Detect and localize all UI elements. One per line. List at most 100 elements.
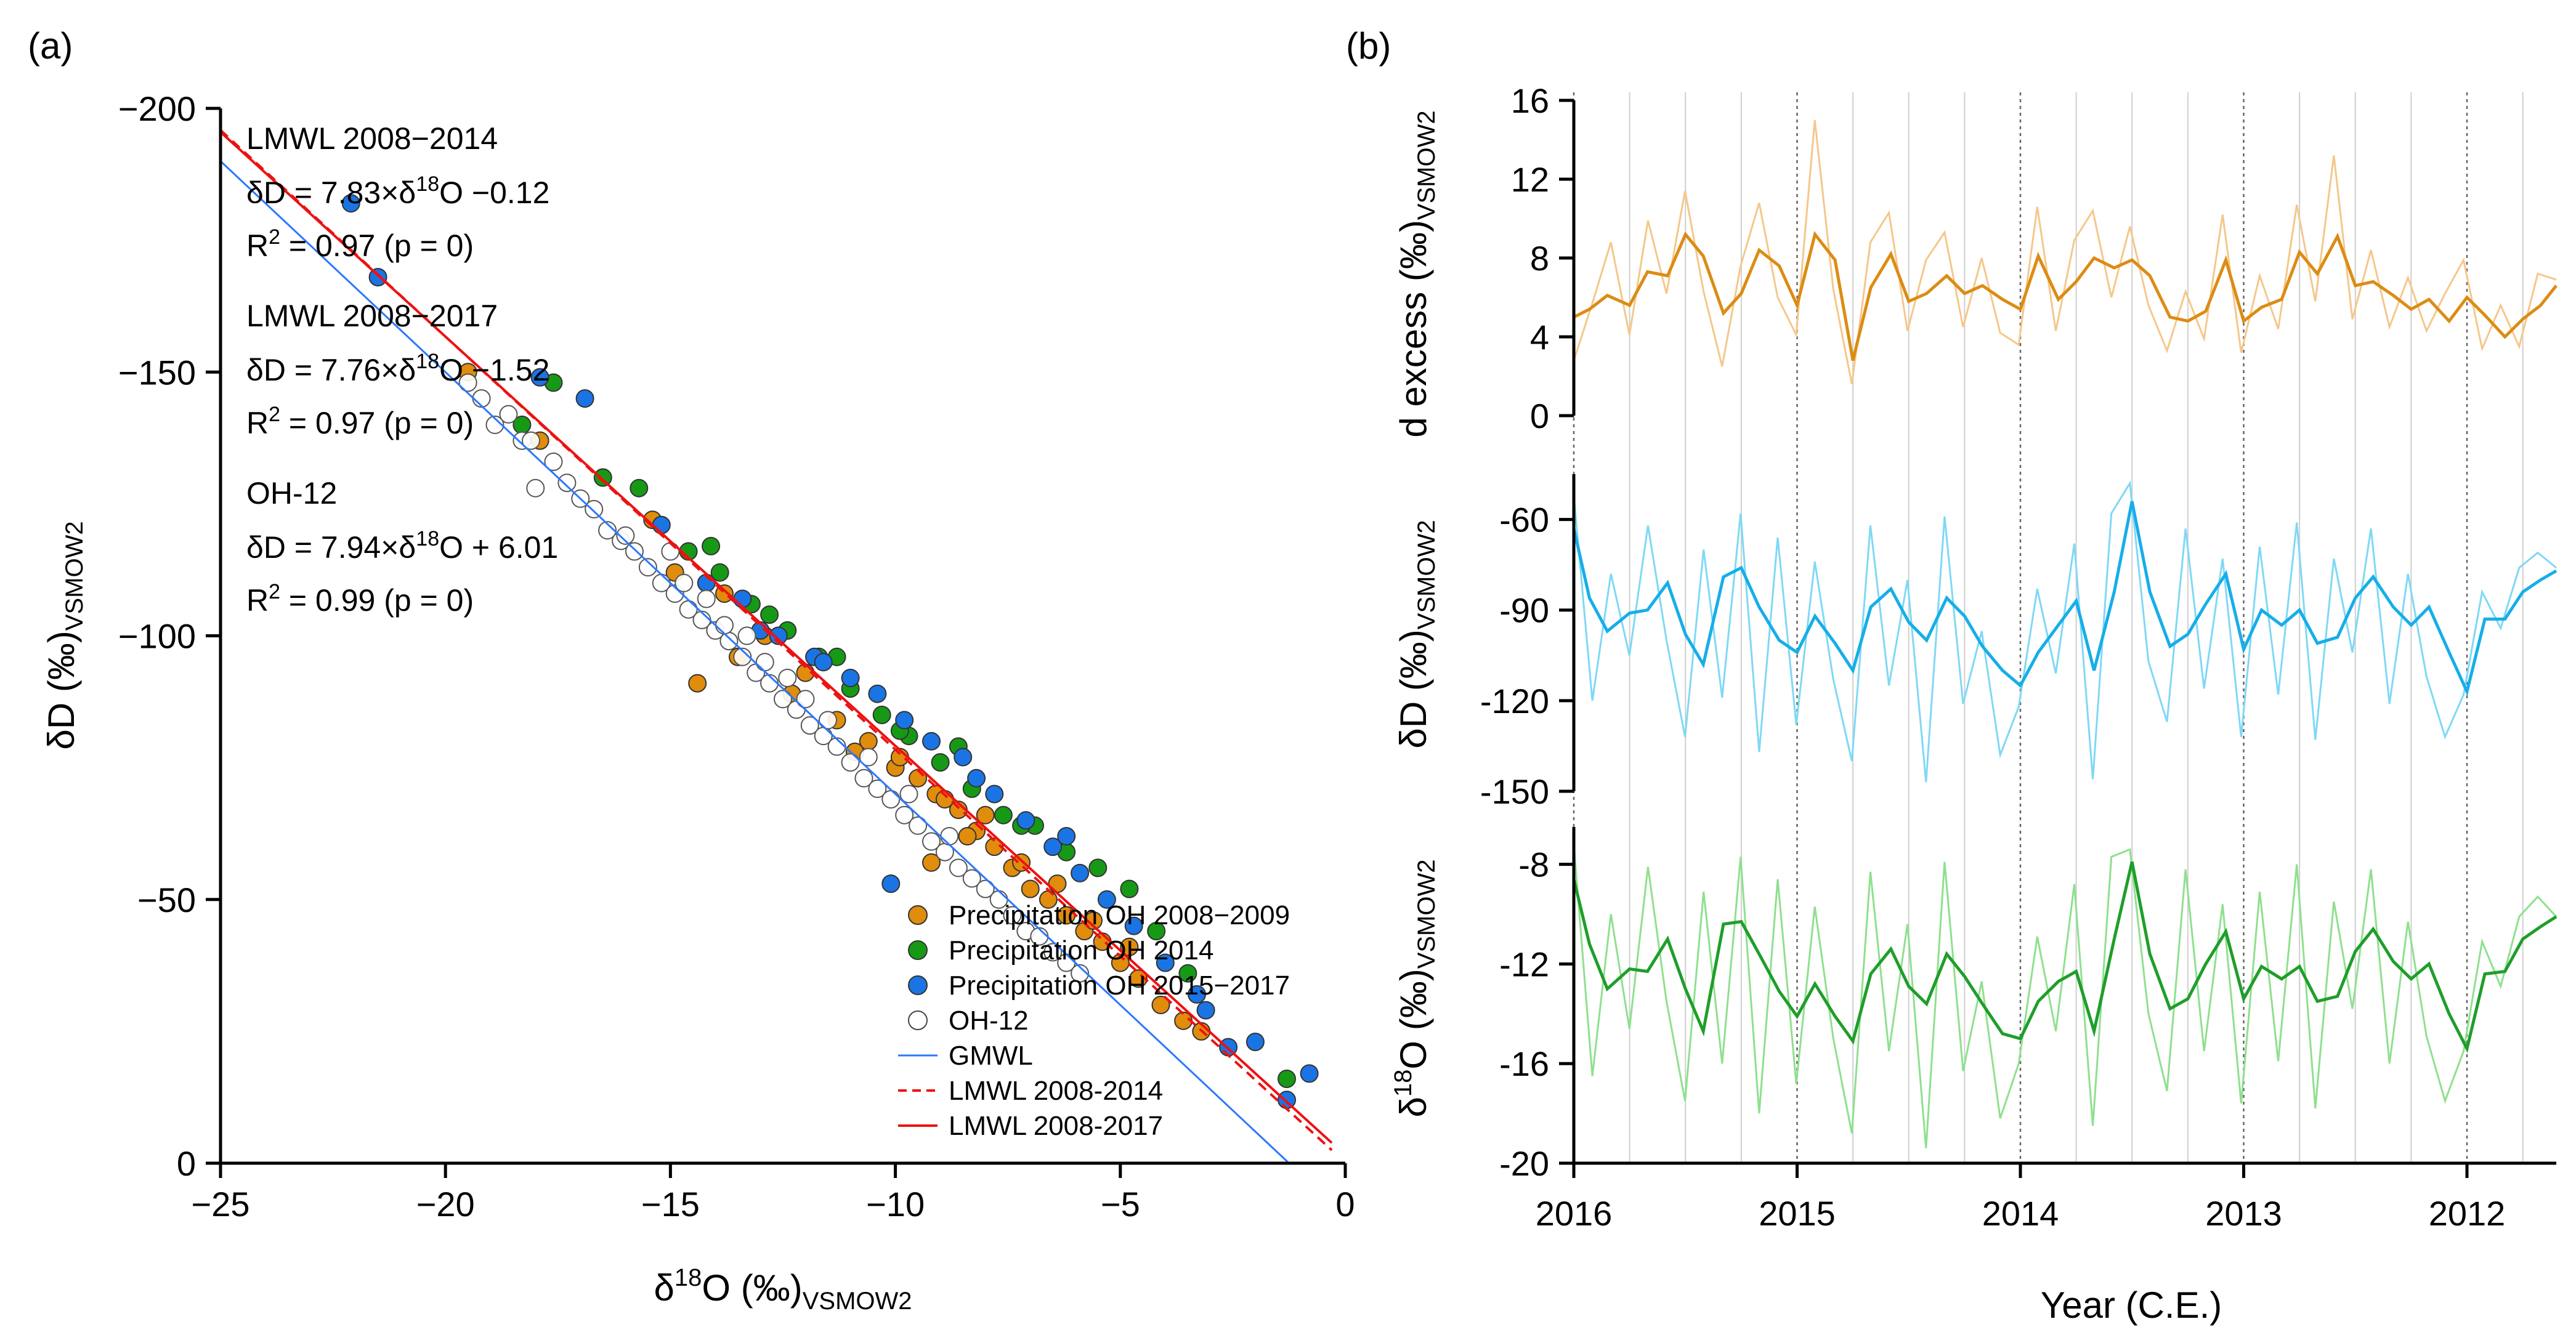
point-precipitation-oh-2015-2017-29 <box>1196 1001 1215 1020</box>
y-tick-label-d-excess-3: 12 <box>1511 160 1549 199</box>
panel-a-ticks: −25 −20 −15 −10 −5 00−50−100−150−200 <box>118 89 1355 1224</box>
series-18o-smoothed <box>1572 861 2558 1054</box>
panel-a-xlabel: δ18O (‰)VSMOW2 <box>654 1264 912 1315</box>
point-oh-12-29 <box>854 768 873 788</box>
x-tick-label-4: −5 <box>1101 1185 1140 1224</box>
point-precipitation-oh-2014-17 <box>1088 858 1108 877</box>
y-tick-label-d-excess-2: 8 <box>1530 239 1549 278</box>
panel-b-plot-area <box>1572 119 2558 1148</box>
y-tick-label-18o-0: -8 <box>1518 845 1549 884</box>
point-oh-12-27 <box>827 737 846 756</box>
series-18o-monthly <box>1573 844 2558 1148</box>
point-precipitation-oh-2015-2017-14 <box>985 784 1004 804</box>
point-precipitation-oh-2015-2017-31 <box>814 653 833 672</box>
annotation-3-equation: δD = 7.94×δ18O + 6.01 <box>246 527 558 565</box>
point-precipitation-oh-2008-2009-36 <box>1120 937 1139 956</box>
panel-b-ticks: 0 4 8 12 16 -60 -90 -120 -150 -8 -12 -16 -20 2016 2015… <box>1480 81 2505 1233</box>
point-oh-12-7 <box>557 474 577 493</box>
y-tick-label-d-2: -120 <box>1480 682 1549 720</box>
point-oh-12-54 <box>522 431 540 450</box>
annotation-1-title: LMWL 2008−2014 <box>246 121 498 156</box>
legend-label-precip-2015: Precipitation OH 2015−2017 <box>949 970 1290 1001</box>
x-tick-label-1: −20 <box>416 1185 475 1224</box>
annotation-2-equation: δD = 7.76×δ18O −1.52 <box>246 350 549 387</box>
legend-marker-open <box>908 1010 928 1030</box>
point-precipitation-oh-2014-22 <box>702 536 721 555</box>
point-precipitation-oh-2008-2009-16 <box>1021 879 1040 898</box>
point-precipitation-oh-2014-10 <box>872 706 891 724</box>
point-oh-12-9 <box>585 499 604 518</box>
point-precipitation-oh-2015-2017-16 <box>1043 837 1063 857</box>
point-oh-12-36 <box>949 858 968 877</box>
point-precipitation-oh-2015-2017-27 <box>967 768 986 788</box>
point-precipitation-oh-2015-2017-25 <box>1300 1064 1319 1083</box>
legend-label-lmwl-2014: LMWL 2008-2014 <box>949 1076 1163 1106</box>
b-x-tick-label-3: 2013 <box>2205 1194 2282 1233</box>
annotation-1-equation: δD = 7.83×δ18O −0.12 <box>246 172 549 210</box>
point-precipitation-oh-2008-2009-37 <box>922 853 941 872</box>
point-oh-12-12 <box>625 542 644 561</box>
legend-marker-blue <box>908 975 928 995</box>
point-precipitation-oh-2014-5 <box>710 563 729 582</box>
point-oh-12-30 <box>868 779 887 798</box>
line-lmwl-2008-2014 <box>219 129 1333 1151</box>
point-oh-12-28 <box>841 753 860 772</box>
point-precipitation-oh-2014-3 <box>630 478 649 498</box>
point-oh-12-23 <box>774 690 792 709</box>
point-oh-12-59 <box>796 690 815 709</box>
point-oh-12-47 <box>697 589 716 608</box>
series-d-excess-smoothed <box>1573 231 2558 361</box>
y-tick-label-3: −150 <box>118 353 196 392</box>
series-d-smoothed <box>1572 501 2558 696</box>
point-precipitation-oh-2008-2009-32 <box>976 805 995 825</box>
point-oh-12-32 <box>895 805 914 825</box>
y-tick-label-18o-3: -20 <box>1499 1144 1549 1183</box>
point-precipitation-oh-2014-21 <box>1278 1070 1296 1088</box>
point-precipitation-oh-2014-2 <box>593 468 612 487</box>
point-precipitation-oh-2015-2017-13 <box>954 748 973 767</box>
legend-label-lmwl-2017: LMWL 2008-2017 <box>949 1111 1163 1141</box>
point-oh-12-13 <box>638 558 657 577</box>
point-oh-12-48 <box>737 626 756 645</box>
point-oh-12-33 <box>909 816 928 835</box>
panel-a-label: (a) <box>28 25 73 67</box>
x-tick-label-3: −10 <box>866 1185 925 1224</box>
panel-a-ylabel: δD (‰)VSMOW2 <box>41 521 88 749</box>
point-precipitation-oh-2014-12 <box>931 753 950 772</box>
annotation-3-title: OH-12 <box>246 476 337 510</box>
point-oh-12-5 <box>526 478 545 498</box>
point-precipitation-oh-2015-2017-21 <box>1188 985 1206 1004</box>
point-precipitation-oh-2008-2009-34 <box>1048 874 1067 893</box>
legend-label-oh12: OH-12 <box>949 1006 1029 1036</box>
point-oh-12-57 <box>715 616 734 635</box>
x-tick-label-0: −25 <box>192 1185 250 1224</box>
point-precipitation-oh-2014-20 <box>1178 964 1197 983</box>
point-oh-12-6 <box>544 452 563 471</box>
line-gmwl <box>219 160 1290 1164</box>
y-tick-label-d-0: -60 <box>1499 501 1549 539</box>
b-x-tick-label-0: 2016 <box>1536 1194 1613 1233</box>
point-precipitation-oh-2015-2017-11 <box>895 711 914 730</box>
point-oh-12-31 <box>881 790 901 809</box>
point-precipitation-oh-2015-2017-6 <box>733 589 752 608</box>
panel-a-annotations: LMWL 2008−2014 δD = 7.83×δ18O −0.12 R2 =… <box>246 121 558 618</box>
point-precipitation-oh-2008-2009-31 <box>935 790 954 809</box>
point-precipitation-oh-2008-2009-23 <box>1151 996 1170 1014</box>
point-precipitation-oh-2014-18 <box>1120 879 1139 898</box>
point-oh-12-56 <box>674 573 694 592</box>
dexcess-ylabel: d excess (‰)VSMOW2 <box>1393 110 1440 437</box>
panel-b-label: (b) <box>1346 25 1391 67</box>
point-precipitation-oh-2015-2017-17 <box>1071 863 1090 882</box>
legend-label-precip-2014: Precipitation OH 2014 <box>949 935 1213 966</box>
point-oh-12-10 <box>598 521 617 540</box>
point-precipitation-oh-2008-2009-38 <box>958 827 977 845</box>
point-oh-12-20 <box>733 647 752 666</box>
point-oh-12-43 <box>1043 943 1063 962</box>
legend-label-gmwl: GMWL <box>949 1041 1033 1071</box>
panel-a-legend: Precipitation OH 2008−2009 Precipitation… <box>898 900 1290 1141</box>
annotation-2-title: LMWL 2008−2017 <box>246 299 498 333</box>
point-oh-12-45 <box>1071 964 1090 983</box>
annotation-3-r2: R2 = 0.99 (p = 0) <box>246 580 474 618</box>
point-oh-12-51 <box>859 748 878 767</box>
